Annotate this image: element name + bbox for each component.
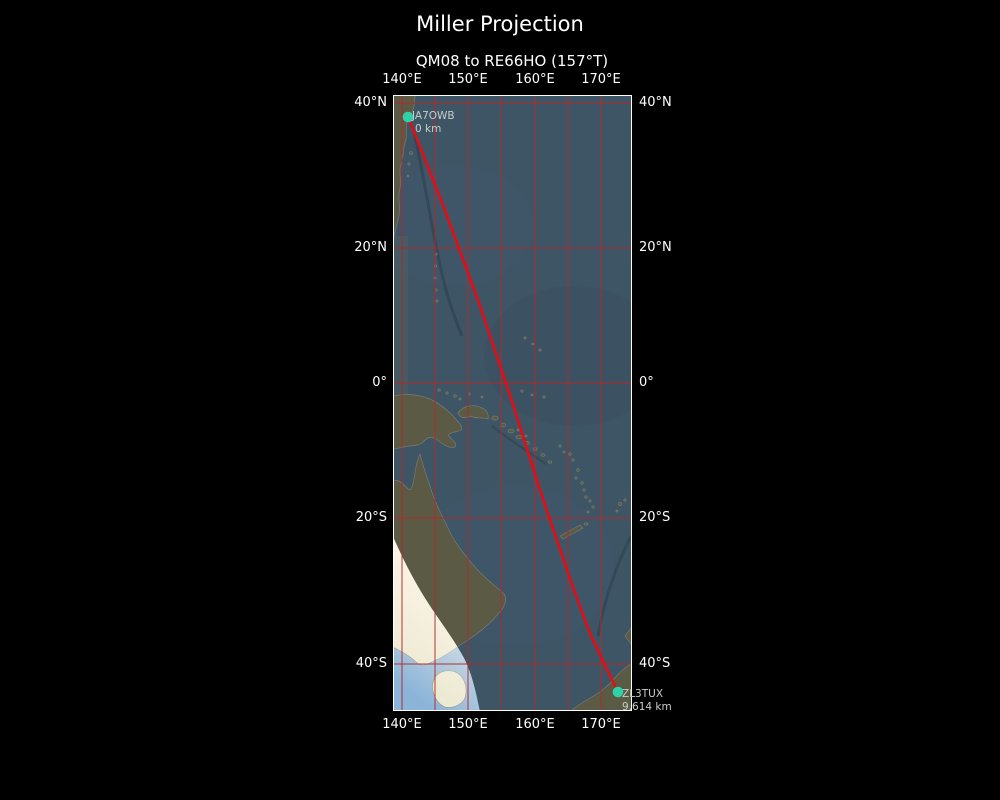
end-marker xyxy=(612,686,624,698)
map-subtitle: QM08 to RE66HO (157°T) xyxy=(415,52,609,70)
tick-bottom-170e: 170°E xyxy=(581,717,621,732)
tick-left-20s: 20°S xyxy=(355,510,387,525)
tick-top-150e: 150°E xyxy=(448,72,488,87)
tick-right-20s: 20°S xyxy=(639,510,671,525)
start-marker xyxy=(402,111,414,123)
tick-right-40n: 40°N xyxy=(639,95,672,110)
end-distance-label: 9,614 km xyxy=(622,701,672,713)
page-title: Miller Projection xyxy=(416,12,584,36)
tick-top-170e: 170°E xyxy=(581,72,621,87)
tick-left-40s: 40°S xyxy=(355,656,387,671)
tick-top-140e: 140°E xyxy=(382,72,422,87)
seafloor-texture xyxy=(394,131,631,646)
graticule xyxy=(394,96,631,710)
tick-bottom-160e: 160°E xyxy=(515,717,555,732)
tick-bottom-150e: 150°E xyxy=(448,717,488,732)
map-canvas xyxy=(394,96,631,710)
start-callsign-label: JA7OWB xyxy=(412,110,455,122)
end-callsign-label: ZL3TUX xyxy=(622,688,664,700)
tick-bottom-140e: 140°E xyxy=(382,717,422,732)
map-panel xyxy=(393,95,632,711)
tick-left-20n: 20°N xyxy=(354,240,387,255)
tick-right-20n: 20°N xyxy=(639,240,672,255)
start-distance-label: 0 km xyxy=(415,123,442,135)
tick-right-40s: 40°S xyxy=(639,656,671,671)
great-circle-track xyxy=(406,115,620,694)
tick-right-0: 0° xyxy=(639,375,654,390)
tick-left-40n: 40°N xyxy=(354,95,387,110)
tick-left-0: 0° xyxy=(372,375,387,390)
tick-top-160e: 160°E xyxy=(515,72,555,87)
